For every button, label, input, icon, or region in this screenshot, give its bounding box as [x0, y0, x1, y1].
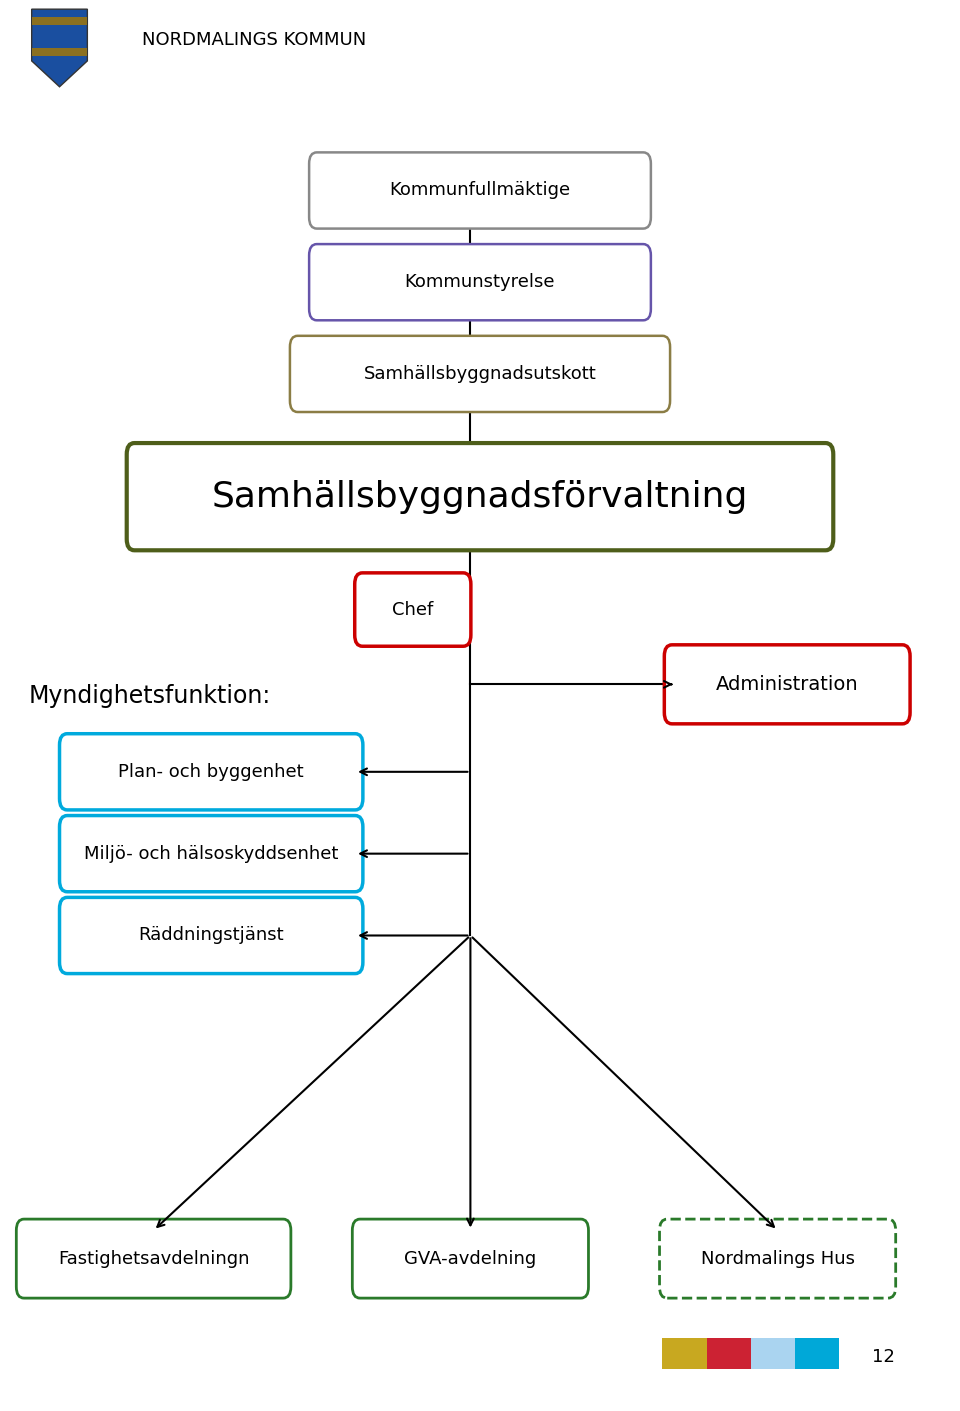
FancyBboxPatch shape [290, 336, 670, 412]
Text: NORDMALINGS KOMMUN: NORDMALINGS KOMMUN [142, 31, 367, 48]
FancyBboxPatch shape [16, 1219, 291, 1298]
Polygon shape [32, 10, 87, 86]
Text: 12: 12 [872, 1349, 895, 1366]
FancyBboxPatch shape [352, 1219, 588, 1298]
Bar [32, 48, 87, 55]
FancyBboxPatch shape [354, 573, 470, 646]
Text: Kommunstyrelse: Kommunstyrelse [405, 274, 555, 291]
Text: Miljö- och hälsoskyddsenhet: Miljö- och hälsoskyddsenhet [84, 845, 338, 862]
Bar [751, 1338, 795, 1369]
Text: Kommunfullmäktige: Kommunfullmäktige [390, 182, 570, 199]
Bar [795, 1338, 839, 1369]
Text: Nordmalings Hus: Nordmalings Hus [701, 1250, 854, 1267]
FancyBboxPatch shape [660, 1219, 896, 1298]
Bar [662, 1338, 707, 1369]
Text: Samhällsbyggnadsutskott: Samhällsbyggnadsutskott [364, 365, 596, 382]
FancyBboxPatch shape [309, 152, 651, 229]
FancyBboxPatch shape [60, 734, 363, 810]
FancyBboxPatch shape [664, 645, 910, 724]
Text: Räddningstjänst: Räddningstjänst [138, 927, 284, 944]
Bar [707, 1338, 751, 1369]
Text: Samhällsbyggnadsförvaltning: Samhällsbyggnadsförvaltning [212, 480, 748, 514]
Text: GVA-avdelning: GVA-avdelning [404, 1250, 537, 1267]
Text: Chef: Chef [393, 601, 433, 618]
FancyBboxPatch shape [60, 816, 363, 892]
Text: Fastighetsavdelningn: Fastighetsavdelningn [58, 1250, 250, 1267]
Text: Myndighetsfunktion:: Myndighetsfunktion: [29, 683, 271, 708]
FancyBboxPatch shape [309, 244, 651, 320]
Bar [32, 17, 87, 25]
FancyBboxPatch shape [60, 897, 363, 974]
FancyBboxPatch shape [127, 443, 833, 550]
Text: Plan- och byggenhet: Plan- och byggenhet [118, 763, 304, 780]
Text: Administration: Administration [716, 674, 858, 694]
